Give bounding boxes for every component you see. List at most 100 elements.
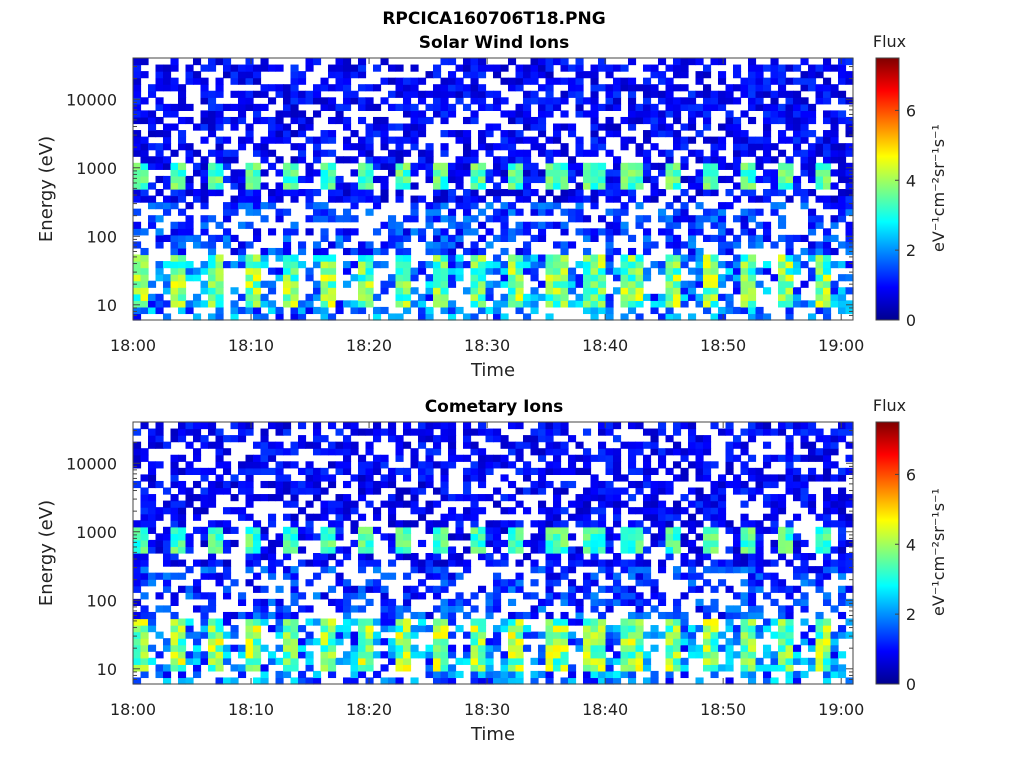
panel-cometary-ions: Cometary Ions 18:00 18:10 18:20 18:30 18:40 1… — [36, 396, 948, 745]
spectrogram-cell — [403, 572, 412, 580]
spectrogram-cell — [718, 175, 727, 184]
spectrogram-cell — [410, 208, 419, 216]
spectrogram-cell — [673, 103, 682, 111]
spectrogram-cell — [373, 480, 382, 489]
spectrogram-cell — [583, 592, 592, 600]
spectrogram-cell — [658, 598, 667, 606]
x-tick-label: 18:10 — [228, 700, 274, 719]
spectrogram-cell — [725, 130, 734, 138]
spectrogram-cell — [163, 84, 172, 92]
spectrogram-cell — [830, 644, 839, 652]
spectrogram-cell — [590, 116, 599, 125]
spectrogram-cell — [650, 293, 659, 301]
spectrogram-cell — [275, 487, 284, 495]
spectrogram-cell — [500, 215, 509, 223]
spectrogram-cell — [418, 313, 427, 321]
spectrogram-cell — [748, 300, 757, 308]
spectrogram-cell — [238, 64, 247, 72]
spectrogram-cell — [838, 533, 847, 541]
spectrogram-cell — [403, 169, 412, 177]
spectrogram-cell — [433, 241, 442, 249]
spectrogram-cell — [485, 605, 494, 613]
spectrogram-cell — [170, 287, 179, 295]
spectrogram-cell — [838, 467, 847, 475]
spectrogram-cell — [290, 300, 299, 308]
spectrogram-cell — [725, 202, 734, 210]
spectrogram-cell — [388, 677, 397, 685]
spectrogram-cell — [493, 579, 502, 587]
spectrogram-cell — [418, 156, 427, 164]
spectrogram-cell — [695, 254, 704, 262]
spectrogram-cell — [230, 116, 239, 125]
spectrogram-cell — [425, 202, 434, 210]
spectrogram-cell — [793, 90, 802, 98]
spectrogram-cell — [380, 677, 389, 685]
spectrogram-cell — [545, 103, 554, 111]
spectrogram-cell — [388, 467, 397, 475]
spectrogram-cell — [470, 182, 479, 190]
spectrogram-cell — [290, 261, 299, 269]
spectrogram-cell — [410, 77, 419, 85]
spectrogram-cell — [553, 103, 562, 111]
spectrogram-cell — [350, 215, 359, 223]
spectrogram-cell — [613, 454, 622, 462]
spectrogram-cell — [185, 228, 194, 236]
spectrogram-cell — [500, 559, 509, 567]
spectrogram-cell — [823, 149, 832, 157]
spectrogram-cell — [343, 605, 352, 613]
spectrogram-cell — [283, 287, 292, 295]
spectrogram-cell — [140, 97, 149, 105]
spectrogram-cell — [380, 116, 389, 125]
spectrogram-cell — [493, 208, 502, 216]
spectrogram-cell — [560, 480, 569, 489]
spectrogram-cell — [763, 261, 772, 269]
spectrogram-cell — [515, 64, 524, 72]
spectrogram-cell — [793, 123, 802, 131]
spectrogram-cell — [380, 247, 389, 256]
spectrogram-cell — [823, 651, 832, 659]
spectrogram-cell — [695, 467, 704, 475]
spectrogram-cell — [215, 546, 224, 554]
spectrogram-cell — [275, 64, 284, 72]
spectrogram-cell — [650, 592, 659, 600]
spectrogram-cell — [590, 520, 599, 528]
spectrogram-cell — [778, 625, 787, 633]
spectrogram-cell — [230, 480, 239, 489]
spectrogram-cell — [305, 228, 314, 236]
spectrogram-cell — [553, 130, 562, 138]
spectrogram-cell — [455, 130, 464, 138]
spectrogram-cell — [665, 300, 674, 308]
spectrogram-cell — [733, 116, 742, 125]
spectrogram-cell — [500, 97, 509, 105]
spectrogram-cell — [290, 274, 299, 282]
spectrogram-cell — [148, 467, 157, 475]
spectrogram-cell — [590, 507, 599, 515]
spectrogram-cell — [305, 136, 314, 144]
spectrogram-cell — [598, 487, 607, 495]
spectrogram-cell — [575, 189, 584, 197]
spectrogram-cell — [238, 487, 247, 495]
spectrogram-cell — [725, 657, 734, 665]
spectrogram-cell — [463, 58, 472, 66]
spectrogram-cell — [778, 130, 787, 138]
spectrogram-cell — [410, 494, 419, 502]
spectrogram-cell — [523, 77, 532, 85]
spectrogram-cell — [785, 664, 794, 672]
spectrogram-cell — [793, 677, 802, 685]
spectrogram-cell — [148, 625, 157, 633]
spectrogram-cell — [140, 169, 149, 177]
spectrogram-cell — [388, 435, 397, 443]
spectrogram-cell — [215, 618, 224, 626]
spectrogram-cell — [373, 435, 382, 443]
spectrogram-cell — [725, 247, 734, 256]
spectrogram-cell — [808, 110, 817, 118]
spectrogram-cell — [223, 631, 232, 639]
spectrogram-cell — [290, 143, 299, 151]
spectrogram-cell — [845, 539, 854, 548]
spectrogram-cell — [350, 670, 359, 679]
spectrogram-cell — [200, 136, 209, 144]
spectrogram-cell — [350, 585, 359, 593]
spectrogram-cell — [313, 306, 322, 315]
spectrogram-cell — [133, 189, 142, 197]
spectrogram-cell — [403, 293, 412, 301]
